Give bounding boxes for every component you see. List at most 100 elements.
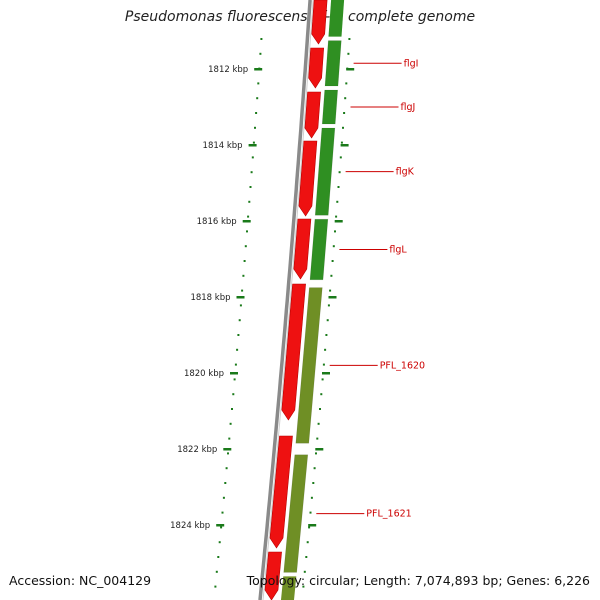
minor-tick <box>339 156 342 159</box>
minor-tick <box>215 570 218 573</box>
minor-tick <box>225 467 228 470</box>
forward-gene-arrow[interactable] <box>264 551 282 600</box>
gene-label[interactable]: flgJ <box>401 102 416 113</box>
minor-tick <box>306 541 309 544</box>
major-tick-right <box>322 372 330 375</box>
minor-tick <box>302 585 305 588</box>
forward-gene-arrow[interactable] <box>304 91 321 139</box>
minor-tick <box>222 496 225 499</box>
minor-tick <box>257 82 260 85</box>
major-tick <box>242 220 251 223</box>
accession-text: Accession: NC_004129 <box>9 573 152 588</box>
reverse-gene-flgJ[interactable] <box>321 89 339 125</box>
minor-tick <box>241 289 244 292</box>
minor-tick <box>340 141 343 144</box>
minor-tick <box>305 556 308 558</box>
minor-tick <box>224 482 227 484</box>
forward-gene-arrow[interactable] <box>293 218 312 280</box>
minor-tick <box>319 408 321 410</box>
minor-tick <box>308 526 311 529</box>
minor-tick <box>327 304 330 307</box>
reverse-gene-PFL_1621[interactable] <box>283 454 309 573</box>
forward-gene-arrow[interactable] <box>311 0 328 45</box>
minor-tick <box>254 126 256 129</box>
reverse-gene-flgL[interactable] <box>309 218 329 281</box>
minor-tick <box>326 319 329 322</box>
gene-label[interactable]: PFL_1620 <box>380 360 425 371</box>
minor-tick <box>332 245 335 248</box>
minor-tick <box>232 393 235 396</box>
gene-label-layer: flgI flgJ flgK flgL PFL_1620 PFL_1621 <box>316 58 425 520</box>
minor-tick <box>321 378 324 381</box>
minor-tick <box>334 230 336 233</box>
major-tick <box>216 524 225 527</box>
minor-tick <box>331 260 334 262</box>
gene-label[interactable]: flgI <box>404 58 419 69</box>
minor-tick <box>303 570 306 573</box>
tick-label: 1818 kbp <box>190 293 230 303</box>
tick-layer: 1812 kbp 1814 kbp 1816 kbp 1818 kbp 1820 kbp… <box>170 38 355 588</box>
forward-gene-arrow[interactable] <box>281 283 306 421</box>
reverse-gene-flgI[interactable] <box>324 40 342 87</box>
minor-tick <box>348 38 351 40</box>
minor-tick <box>259 52 262 55</box>
minor-tick <box>322 363 325 366</box>
gene-label[interactable]: PFL_1621 <box>366 509 411 520</box>
minor-tick <box>336 200 339 203</box>
minor-tick <box>329 289 332 292</box>
minor-tick <box>335 215 338 218</box>
gene-label[interactable]: flgL <box>389 245 407 256</box>
minor-tick <box>317 422 320 425</box>
minor-tick <box>239 304 242 307</box>
minor-tick <box>330 274 333 277</box>
backbone-inner <box>262 0 314 600</box>
tick-label: 1824 kbp <box>170 521 210 531</box>
minor-tick <box>309 511 312 514</box>
minor-tick <box>217 556 220 558</box>
minor-tick <box>242 274 245 277</box>
tick-label: 1816 kbp <box>197 217 237 227</box>
minor-tick <box>236 348 239 351</box>
major-tick <box>248 144 257 147</box>
summary-text: Topology: circular; Length: 7,074,893 bp… <box>246 573 590 588</box>
minor-tick <box>221 511 224 514</box>
reverse-gene-partial[interactable] <box>328 0 345 37</box>
minor-tick <box>260 38 263 40</box>
minor-tick <box>342 126 344 129</box>
forward-gene-arrow[interactable] <box>269 435 293 549</box>
minor-tick <box>248 200 251 203</box>
major-tick <box>236 296 245 299</box>
minor-tick <box>251 156 254 159</box>
minor-tick <box>313 467 316 470</box>
minor-tick <box>250 171 253 174</box>
minor-tick <box>249 186 252 188</box>
minor-tick <box>337 186 340 188</box>
minor-tick <box>231 408 233 410</box>
reverse-gene-PFL_1620[interactable] <box>295 287 323 444</box>
reverse-gene-partial[interactable] <box>281 576 297 600</box>
gene-label[interactable]: flgK <box>396 167 415 178</box>
major-tick <box>223 448 232 451</box>
major-tick <box>230 372 238 375</box>
forward-gene-arrow[interactable] <box>308 47 325 89</box>
minor-tick <box>243 260 246 262</box>
minor-tick <box>220 526 223 529</box>
reverse-gene-flgK[interactable] <box>314 127 336 216</box>
minor-tick <box>310 496 313 499</box>
minor-tick <box>347 52 350 55</box>
map-title: Pseudomonas fluorescens Pf-5, complete g… <box>124 9 476 25</box>
minor-tick <box>229 422 232 425</box>
minor-tick <box>234 363 237 366</box>
minor-tick <box>237 334 240 336</box>
major-tick-right <box>334 220 343 223</box>
tick-label: 1820 kbp <box>184 369 224 379</box>
minor-tick <box>233 378 236 381</box>
minor-tick <box>246 230 248 233</box>
minor-tick <box>343 112 346 114</box>
major-tick <box>254 68 263 71</box>
forward-gene-arrow[interactable] <box>298 140 318 217</box>
minor-tick <box>227 452 229 455</box>
minor-tick <box>312 482 315 484</box>
minor-tick <box>345 82 348 85</box>
